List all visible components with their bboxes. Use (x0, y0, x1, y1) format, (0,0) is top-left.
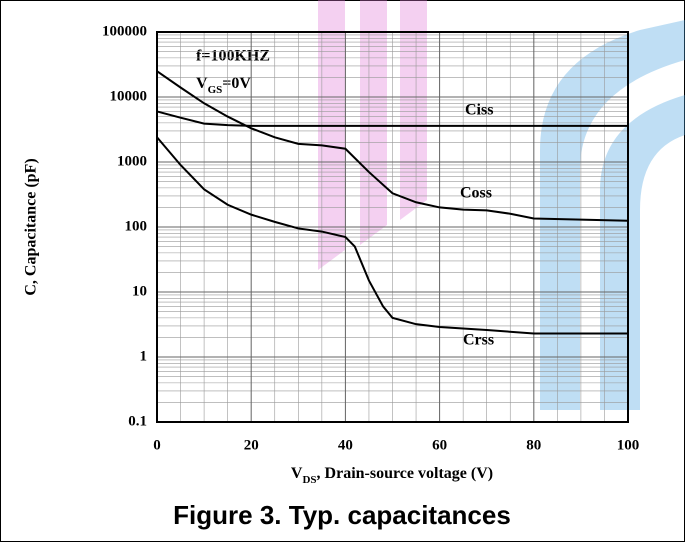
caption: Figure 3. Typ. capacitances (173, 500, 511, 530)
y-tick-label: 10 (132, 283, 147, 299)
x-tick-label: 0 (153, 437, 161, 453)
series-label: Ciss (465, 102, 493, 119)
x-tick-label: 20 (244, 437, 259, 453)
annotation: f=100KHZ (196, 48, 270, 65)
x-tick-label: 80 (526, 437, 541, 453)
x-tick-label: 40 (338, 437, 353, 453)
y-tick-label: 1 (140, 348, 148, 364)
y-tick-label: 0.1 (128, 413, 147, 429)
label-part: , Drain-source voltage (V) (317, 465, 494, 482)
label-part: DS (302, 474, 316, 486)
grid (157, 32, 628, 422)
x-tick-label: 60 (432, 437, 447, 453)
x-tick-label: 100 (617, 437, 640, 453)
series-label: Crss (463, 332, 494, 349)
y-tick-label: 10000 (110, 88, 148, 104)
y-tick-label: 100000 (102, 23, 147, 39)
series-label: Coss (460, 185, 492, 202)
chart: Figure 3. Typ. capacitances C, Capacitan… (0, 0, 685, 542)
y-tick-label: 1000 (117, 153, 147, 169)
y-tick-label: 100 (125, 218, 148, 234)
label-part: GS (208, 84, 223, 96)
watermark (318, 0, 685, 410)
label-part: V (291, 465, 303, 482)
y-axis-label: C, Capacitance (pF) (23, 158, 40, 295)
x-axis-label: VDS, Drain-source voltage (V) (291, 465, 493, 486)
